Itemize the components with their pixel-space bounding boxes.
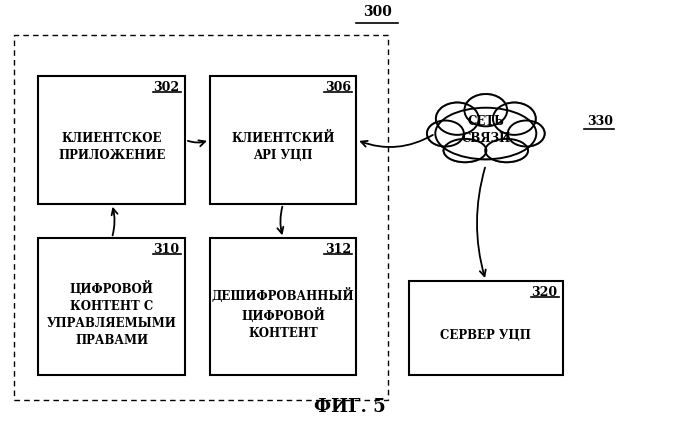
Ellipse shape bbox=[464, 95, 507, 127]
Ellipse shape bbox=[464, 95, 507, 127]
Text: СЕРВЕР УЦП: СЕРВЕР УЦП bbox=[440, 328, 531, 341]
Ellipse shape bbox=[485, 140, 528, 163]
Bar bbox=[38, 239, 185, 375]
Ellipse shape bbox=[493, 104, 535, 135]
Ellipse shape bbox=[444, 140, 487, 163]
Text: ФИГ. 5: ФИГ. 5 bbox=[314, 397, 385, 415]
Text: СЕТЬ
СВЯЗИ: СЕТЬ СВЯЗИ bbox=[461, 115, 510, 145]
Bar bbox=[409, 281, 563, 375]
Ellipse shape bbox=[427, 121, 464, 147]
Ellipse shape bbox=[507, 121, 545, 147]
Ellipse shape bbox=[427, 121, 464, 147]
Text: 310: 310 bbox=[154, 243, 180, 256]
Text: 320: 320 bbox=[531, 285, 557, 298]
Ellipse shape bbox=[444, 140, 487, 163]
Bar bbox=[210, 77, 356, 204]
Bar bbox=[210, 239, 356, 375]
Ellipse shape bbox=[507, 121, 545, 147]
Text: 312: 312 bbox=[325, 243, 351, 256]
Ellipse shape bbox=[485, 140, 528, 163]
Text: ДЕШИФРОВАННЫЙ
ЦИФРОВОЙ
КОНТЕНТ: ДЕШИФРОВАННЫЙ ЦИФРОВОЙ КОНТЕНТ bbox=[212, 287, 354, 339]
Ellipse shape bbox=[435, 109, 536, 160]
Ellipse shape bbox=[435, 109, 536, 160]
Text: ЦИФРОВОЙ
КОНТЕНТ С
УПРАВЛЯЕМЫМИ
ПРАВАМИ: ЦИФРОВОЙ КОНТЕНТ С УПРАВЛЯЕМЫМИ ПРАВАМИ bbox=[47, 280, 177, 346]
Text: 306: 306 bbox=[325, 81, 351, 94]
Ellipse shape bbox=[436, 104, 479, 135]
Ellipse shape bbox=[493, 104, 535, 135]
Bar bbox=[38, 77, 185, 204]
Text: 330: 330 bbox=[587, 114, 613, 127]
Text: КЛИЕНТСКОЕ
ПРИЛОЖЕНИЕ: КЛИЕНТСКОЕ ПРИЛОЖЕНИЕ bbox=[58, 132, 166, 162]
Ellipse shape bbox=[436, 104, 479, 135]
Text: 300: 300 bbox=[363, 5, 392, 19]
Text: 302: 302 bbox=[154, 81, 180, 94]
Text: КЛИЕНТСКИЙ
API УЦП: КЛИЕНТСКИЙ API УЦП bbox=[231, 132, 335, 162]
Bar bbox=[14, 36, 388, 400]
